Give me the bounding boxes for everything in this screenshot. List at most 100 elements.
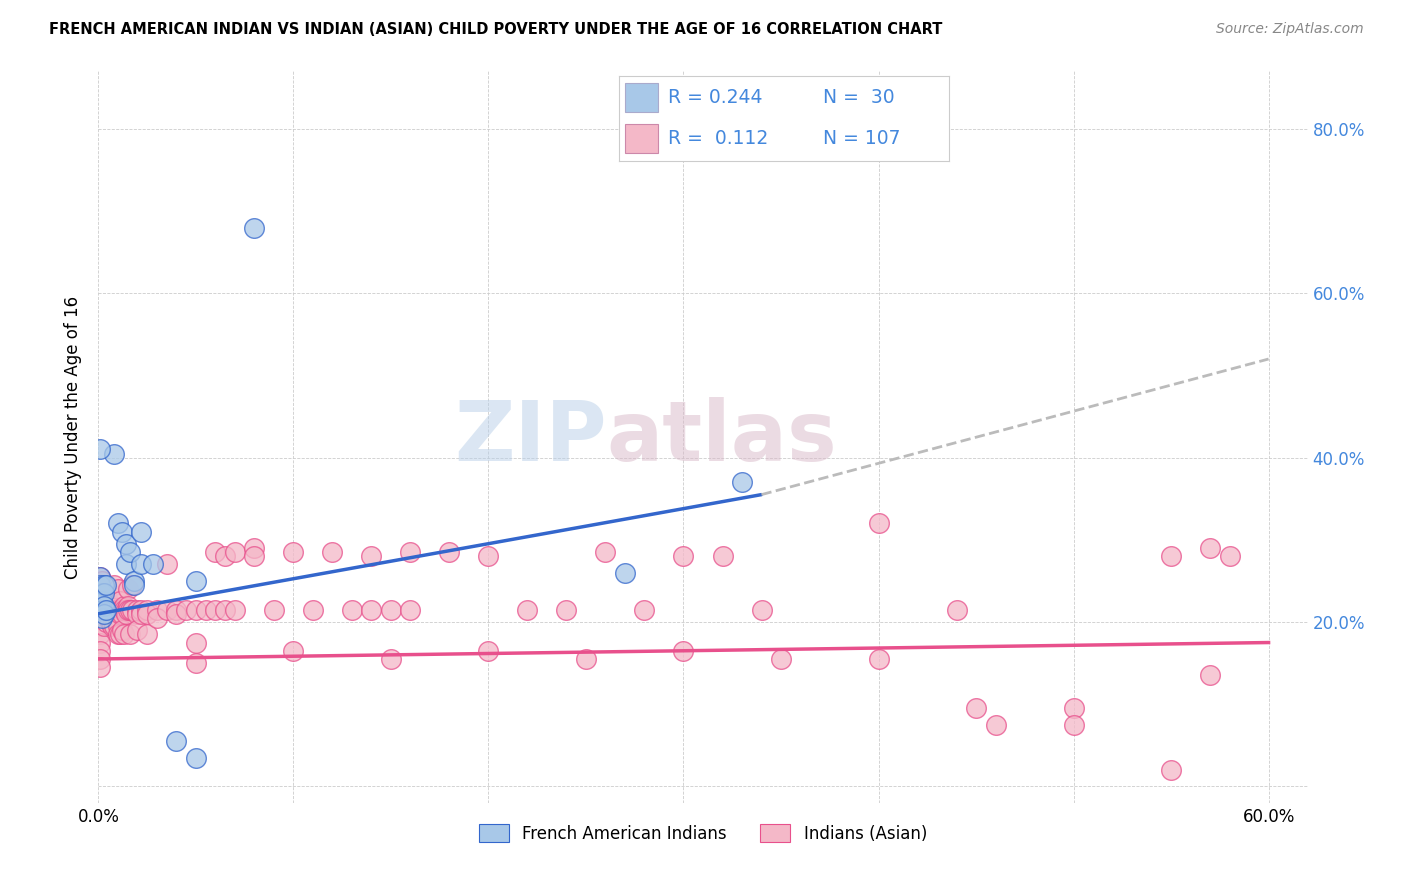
Point [868, 652, 890, 666]
Point [114, 602, 136, 616]
Point [114, 558, 136, 572]
Point [136, 607, 159, 621]
Point [131, 607, 153, 621]
Point [165, 607, 187, 621]
Text: N = 107: N = 107 [824, 129, 901, 148]
Point [89, 570, 111, 584]
FancyBboxPatch shape [626, 84, 658, 112]
Point [89, 570, 111, 584]
Point [107, 602, 129, 616]
Point [184, 574, 207, 588]
Point [204, 545, 226, 559]
Point [769, 652, 792, 666]
Point [89, 442, 111, 457]
Point [112, 627, 135, 641]
Point [165, 602, 187, 616]
Y-axis label: Child Poverty Under the Age of 16: Child Poverty Under the Age of 16 [65, 295, 83, 579]
Point [184, 750, 207, 764]
Point [111, 624, 134, 638]
Point [103, 619, 125, 633]
Point [91, 611, 114, 625]
Point [117, 602, 139, 616]
Point [184, 635, 207, 649]
Point [89, 611, 111, 625]
Point [93, 586, 115, 600]
Point [302, 602, 325, 616]
Point [96, 602, 118, 616]
Point [91, 594, 114, 608]
Point [165, 734, 187, 748]
Point [107, 627, 129, 641]
Point [243, 541, 266, 555]
Point [477, 549, 499, 564]
Point [127, 624, 149, 638]
Text: N =  30: N = 30 [824, 88, 896, 107]
Point [156, 558, 179, 572]
Point [1199, 541, 1222, 555]
Point [91, 602, 114, 616]
Point [184, 602, 207, 616]
Point [112, 602, 135, 616]
Point [89, 652, 111, 666]
Point [108, 627, 131, 641]
Point [108, 607, 131, 621]
Point [114, 607, 136, 621]
Point [91, 586, 114, 600]
Point [96, 607, 118, 621]
Point [89, 635, 111, 649]
Point [136, 602, 159, 616]
Point [107, 582, 129, 596]
Point [146, 602, 169, 616]
Text: atlas: atlas [606, 397, 837, 477]
Point [214, 602, 236, 616]
Point [111, 602, 134, 616]
Point [111, 607, 134, 621]
Point [283, 644, 305, 658]
Point [103, 578, 125, 592]
Point [1219, 549, 1241, 564]
Point [672, 549, 695, 564]
Point [112, 599, 135, 613]
Point [174, 602, 197, 616]
Point [214, 549, 236, 564]
Point [945, 602, 967, 616]
Point [1160, 763, 1182, 777]
Text: R =  0.112: R = 0.112 [668, 129, 769, 148]
Point [104, 602, 127, 616]
Point [439, 545, 461, 559]
Point [91, 594, 114, 608]
Point [575, 652, 598, 666]
Point [751, 602, 773, 616]
Point [555, 602, 578, 616]
Point [93, 611, 115, 625]
Text: ZIP: ZIP [454, 397, 606, 477]
Point [107, 615, 129, 629]
Point [98, 615, 121, 629]
Point [89, 660, 111, 674]
Point [516, 602, 538, 616]
Point [89, 594, 111, 608]
Point [98, 599, 121, 613]
Point [89, 586, 111, 600]
Point [131, 602, 153, 616]
Point [103, 446, 125, 460]
Point [243, 220, 266, 235]
Point [263, 602, 285, 616]
Point [731, 475, 754, 490]
Point [477, 644, 499, 658]
Point [672, 644, 695, 658]
Point [96, 586, 118, 600]
Point [131, 524, 153, 539]
Point [595, 545, 617, 559]
Legend: French American Indians, Indians (Asian): French American Indians, Indians (Asian) [472, 818, 934, 849]
Point [340, 602, 363, 616]
Point [1160, 549, 1182, 564]
Point [965, 701, 987, 715]
Point [96, 599, 118, 613]
Point [142, 558, 165, 572]
Point [121, 578, 143, 592]
Point [224, 545, 246, 559]
Point [97, 602, 120, 616]
Point [96, 578, 118, 592]
Point [91, 574, 114, 588]
